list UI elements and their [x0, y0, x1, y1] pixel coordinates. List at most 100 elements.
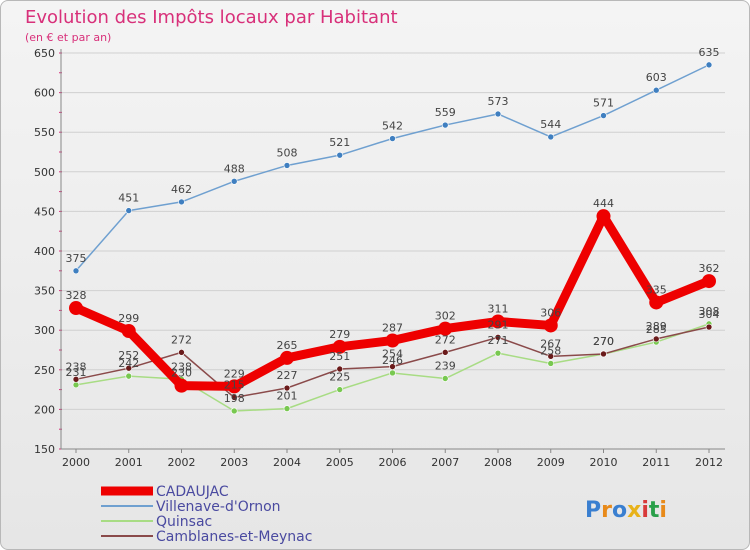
x-tick-label: 2004: [273, 456, 301, 469]
data-label: 265: [277, 339, 298, 352]
data-label: 258: [540, 344, 561, 357]
data-point: [547, 133, 555, 141]
data-label: 272: [171, 333, 192, 346]
data-label: 302: [435, 310, 456, 323]
data-point: [230, 178, 238, 185]
data-point: [702, 274, 716, 289]
data-point: [389, 363, 396, 370]
legend-label: CADAUJAC: [156, 484, 229, 500]
data-point: [600, 350, 607, 358]
data-point: [280, 350, 294, 365]
chart-title: Evolution des Impôts locaux par Habitant: [25, 7, 398, 28]
data-point: [438, 321, 453, 336]
y-tick-label: 550: [34, 126, 55, 139]
data-label: 239: [435, 360, 456, 373]
data-point: [125, 207, 133, 214]
data-point: [385, 333, 400, 348]
data-point: [705, 61, 713, 69]
data-label: 335: [646, 283, 667, 296]
data-label: 571: [593, 97, 614, 110]
data-label: 635: [699, 46, 720, 59]
logo-letter: o: [612, 498, 627, 523]
data-label: 230: [171, 367, 192, 380]
data-label: 252: [118, 349, 139, 362]
data-label: 451: [118, 192, 139, 205]
x-tick-label: 2003: [220, 456, 248, 469]
data-label: 328: [66, 289, 87, 302]
x-tick-label: 2010: [590, 456, 618, 469]
data-label: 270: [593, 335, 614, 348]
data-label: 291: [488, 318, 509, 331]
y-tick-label: 350: [34, 285, 55, 298]
data-label: 603: [646, 71, 667, 84]
data-point: [72, 381, 80, 389]
data-label: 542: [382, 120, 403, 133]
data-label: 215: [224, 379, 245, 392]
data-label: 362: [699, 262, 720, 275]
data-point: [336, 386, 344, 393]
data-point: [336, 151, 344, 159]
data-label: 270: [593, 335, 614, 348]
x-tick-label: 2000: [62, 456, 90, 469]
data-point: [227, 379, 242, 394]
data-label: 279: [329, 328, 350, 341]
logo-letter: i: [659, 498, 667, 523]
data-point: [494, 110, 502, 118]
data-point: [441, 121, 449, 129]
data-label: 285: [646, 323, 667, 336]
y-tick-label: 150: [34, 443, 55, 456]
data-label: 231: [66, 366, 87, 379]
legend-label: Villenave-d'Ornon: [156, 499, 281, 515]
data-labels: 375 451 462 488 508 521 542 559 573 544 571 603 635 2…: [66, 46, 720, 405]
data-label: 521: [329, 136, 350, 149]
data-label: 238: [66, 360, 87, 373]
data-label: 272: [435, 333, 456, 346]
data-point: [652, 86, 660, 94]
data-point: [72, 267, 80, 275]
data-label: 271: [488, 334, 509, 347]
axes: 150 200 250 300 350 400 450 500 550 600 650 2000 200…: [34, 47, 725, 469]
data-point: [389, 369, 396, 377]
data-point: [389, 135, 396, 142]
data-label: 299: [118, 312, 139, 325]
data-point: [705, 323, 713, 331]
data-label: 375: [66, 252, 87, 265]
data-point: [125, 364, 133, 372]
data-label: 289: [646, 320, 667, 333]
legend-label: Quinsac: [156, 514, 212, 530]
y-tick-label: 400: [34, 245, 55, 258]
data-point: [652, 335, 660, 343]
data-label: 267: [540, 337, 561, 350]
data-point: [69, 301, 83, 316]
y-tick-label: 200: [34, 403, 55, 416]
data-point: [547, 360, 555, 367]
data-point: [494, 349, 502, 357]
data-point: [336, 365, 344, 373]
data-label: 444: [593, 197, 614, 210]
logo-letter: r: [601, 498, 612, 523]
logo-letter: i: [641, 498, 649, 523]
data-label: 201: [277, 390, 298, 403]
chart-subtitle: (en € et par an): [25, 31, 111, 44]
data-point: [72, 376, 80, 383]
data-point: [543, 318, 558, 333]
data-point: [494, 334, 502, 341]
x-tick-label: 2011: [642, 456, 670, 469]
x-tick-label: 2007: [431, 456, 459, 469]
data-label: 227: [277, 369, 298, 382]
data-label: 225: [329, 371, 350, 384]
data-point: [283, 405, 291, 412]
data-point: [121, 323, 136, 338]
y-tick-label: 450: [34, 205, 55, 218]
data-point: [125, 372, 133, 380]
data-label: 246: [382, 354, 403, 367]
logo-letter: x: [627, 498, 641, 523]
y-tick-label: 650: [34, 47, 55, 60]
data-label: 488: [224, 162, 245, 175]
data-point: [283, 384, 291, 392]
data-label: 308: [699, 305, 720, 318]
data-point: [596, 209, 611, 224]
data-label: 254: [382, 348, 403, 361]
y-tick-label: 300: [34, 324, 55, 337]
